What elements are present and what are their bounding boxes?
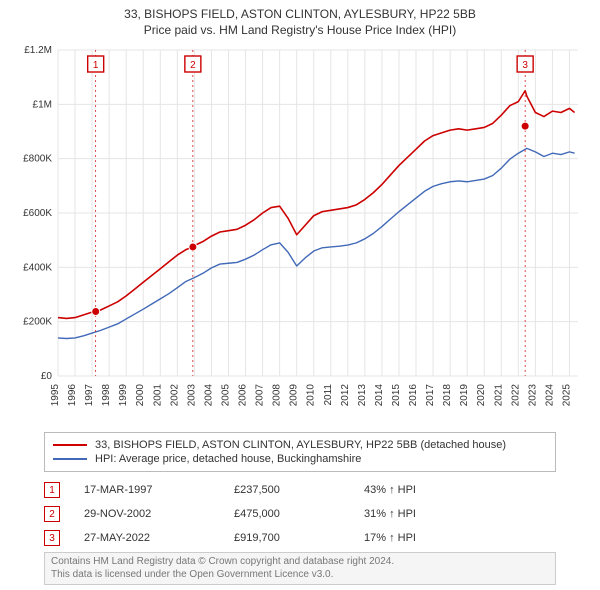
- footer-line-1: Contains HM Land Registry data © Crown c…: [51, 556, 549, 569]
- y-tick-label: £1.2M: [24, 45, 52, 56]
- legend-row: 33, BISHOPS FIELD, ASTON CLINTON, AYLESB…: [53, 438, 547, 452]
- y-tick-label: £400K: [23, 262, 52, 273]
- annotation-price: £919,700: [234, 532, 364, 544]
- sale-marker-dot: [521, 122, 529, 130]
- x-tick-label: 2004: [203, 384, 214, 407]
- x-tick-label: 2008: [272, 384, 283, 407]
- x-tick-label: 2002: [169, 384, 180, 407]
- footer-attribution: Contains HM Land Registry data © Crown c…: [44, 552, 556, 585]
- price-chart: 1995 1996 1997 1998 1999 2000 2001 2002 2003 2004…: [10, 44, 588, 424]
- x-tick-label: 2024: [544, 384, 555, 407]
- annotation-badge: 3: [44, 530, 60, 546]
- annotation-delta: 17% ↑ HPI: [364, 532, 474, 544]
- annotation-row: 3 27-MAY-2022£919,70017% ↑ HPI: [44, 526, 556, 550]
- title-line-1: 33, BISHOPS FIELD, ASTON CLINTON, AYLESB…: [0, 6, 600, 22]
- x-tick-label: 2001: [152, 384, 163, 407]
- legend-label: HPI: Average price, detached house, Buck…: [95, 453, 361, 465]
- annotation-price: £237,500: [234, 484, 364, 496]
- x-tick-label: 2003: [186, 384, 197, 407]
- sale-marker-badge: 3: [522, 60, 528, 71]
- legend-row: HPI: Average price, detached house, Buck…: [53, 452, 547, 466]
- annotation-row: 2 29-NOV-2002£475,00031% ↑ HPI: [44, 502, 556, 526]
- y-tick-label: £600K: [23, 208, 52, 219]
- annotation-delta: 31% ↑ HPI: [364, 508, 474, 520]
- sale-marker-dot: [189, 243, 197, 251]
- annotation-date: 17-MAR-1997: [84, 484, 234, 496]
- legend: 33, BISHOPS FIELD, ASTON CLINTON, AYLESB…: [44, 432, 556, 472]
- annotation-price: £475,000: [234, 508, 364, 520]
- title-line-2: Price paid vs. HM Land Registry's House …: [0, 22, 600, 38]
- x-tick-label: 1997: [84, 384, 95, 407]
- x-tick-label: 2019: [459, 384, 470, 407]
- legend-swatch: [53, 458, 87, 460]
- footer-line-2: This data is licensed under the Open Gov…: [51, 569, 549, 582]
- x-tick-label: 2022: [510, 384, 521, 407]
- x-tick-label: 2009: [289, 384, 300, 407]
- sale-marker-badge: 2: [190, 60, 196, 71]
- x-tick-label: 2000: [135, 384, 146, 407]
- legend-label: 33, BISHOPS FIELD, ASTON CLINTON, AYLESB…: [95, 439, 506, 451]
- legend-swatch: [53, 444, 87, 446]
- y-tick-label: £1M: [33, 99, 52, 110]
- x-tick-label: 2016: [408, 384, 419, 407]
- x-tick-label: 1995: [50, 384, 61, 407]
- x-tick-label: 2013: [357, 384, 368, 407]
- annotation-badge: 1: [44, 482, 60, 498]
- chart-svg: 1995 1996 1997 1998 1999 2000 2001 2002 2003 2004…: [10, 44, 588, 424]
- x-tick-label: 2014: [374, 384, 385, 407]
- x-tick-label: 1998: [101, 384, 112, 407]
- sale-marker-dot: [92, 307, 100, 315]
- annotation-table: 1 17-MAR-1997£237,50043% ↑ HPI 2 29-NOV-200…: [44, 478, 556, 550]
- x-tick-label: 2011: [323, 384, 334, 406]
- annotation-date: 29-NOV-2002: [84, 508, 234, 520]
- sale-marker-badge: 1: [93, 60, 99, 71]
- x-tick-label: 1996: [67, 384, 78, 407]
- annotation-row: 1 17-MAR-1997£237,50043% ↑ HPI: [44, 478, 556, 502]
- annotation-badge: 2: [44, 506, 60, 522]
- y-tick-label: £0: [41, 371, 53, 382]
- x-tick-label: 2025: [561, 384, 572, 407]
- x-tick-label: 2020: [476, 384, 487, 407]
- x-tick-label: 2015: [391, 384, 402, 407]
- x-tick-label: 2018: [442, 384, 453, 407]
- x-tick-label: 2005: [220, 384, 231, 407]
- x-tick-label: 2012: [340, 384, 351, 407]
- y-tick-label: £200K: [23, 317, 52, 328]
- x-tick-label: 2007: [255, 384, 266, 407]
- x-tick-label: 2021: [493, 384, 504, 407]
- x-tick-label: 2017: [425, 384, 436, 407]
- annotation-delta: 43% ↑ HPI: [364, 484, 474, 496]
- annotation-date: 27-MAY-2022: [84, 532, 234, 544]
- x-tick-label: 1999: [118, 384, 129, 407]
- x-tick-label: 2010: [306, 384, 317, 407]
- y-tick-label: £800K: [23, 154, 52, 165]
- x-tick-label: 2023: [527, 384, 538, 407]
- x-tick-label: 2006: [238, 384, 249, 407]
